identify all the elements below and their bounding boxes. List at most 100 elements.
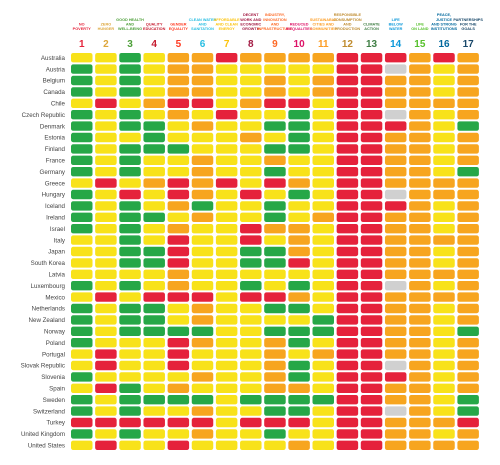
heatmap-cell [384,110,407,120]
heatmap-cell [240,98,262,108]
heatmap-cell [143,417,165,428]
heatmap-cell [288,201,310,211]
heatmap-cell [264,395,286,405]
heatmap-cell [360,269,383,279]
heatmap-cell [167,64,190,74]
heatmap-cell [312,417,334,428]
heatmap-cell [336,246,359,257]
heatmap-cell [433,395,455,405]
heatmap-cell [240,167,262,177]
heatmap-cell [409,121,431,131]
heatmap-cell [119,167,141,177]
heatmap-cell [336,315,359,325]
heatmap-cell [312,212,334,222]
heatmap-cell [312,315,334,325]
country-label: Spain [49,386,65,393]
heatmap-cell [71,144,93,154]
heatmap-cell [143,292,165,302]
country-label: Netherlands [32,306,65,313]
heatmap-cell [288,167,310,177]
heatmap-cell [409,167,431,177]
heatmap-cell [384,269,407,279]
goal-9-label-line: INNOVATION [263,18,287,22]
goal-7-label-line: ENERGY [219,27,236,31]
heatmap-cell [336,383,359,393]
heatmap-cell [457,53,479,63]
heatmap-cell [215,235,238,245]
heatmap-cell [215,224,238,234]
heatmap-cell [336,372,359,382]
heatmap-cell [409,429,431,439]
heatmap-cell [312,87,334,97]
heatmap-cell [409,110,431,120]
heatmap-cell [409,292,431,302]
heatmap-cell [288,246,310,257]
heatmap-cell [119,189,141,200]
heatmap-cell [360,281,383,291]
heatmap-cell [119,315,141,325]
heatmap-cell [360,326,383,336]
heatmap-cell [167,429,190,439]
heatmap-cell [336,338,359,348]
heatmap-cell [240,292,262,302]
heatmap-cell [360,53,383,63]
heatmap-cell [240,395,262,405]
heatmap-cell [336,75,359,86]
heatmap-cell [457,132,479,143]
heatmap-cell [95,178,117,188]
heatmap-cell [95,98,117,108]
heatmap-cell [143,132,165,143]
heatmap-cell [143,395,165,405]
heatmap-cell [143,360,165,371]
heatmap-cell [264,258,286,268]
heatmap-cell [336,201,359,211]
heatmap-cell [71,360,93,371]
heatmap-cell [433,212,455,222]
heatmap-cell [312,98,334,108]
heatmap-cell [95,189,117,200]
heatmap-cell [215,395,238,405]
heatmap-cell [288,417,310,428]
goal-2-number: 2 [103,39,109,50]
heatmap-cell [95,201,117,211]
goal-10-label-line: REDUCED [290,22,309,26]
heatmap-cell [71,326,93,336]
heatmap-cell [215,258,238,268]
heatmap-cell [288,132,310,143]
heatmap-cell [433,235,455,245]
goal-14-label-line: WATER [389,27,403,31]
heatmap-cell [264,383,286,393]
heatmap-cell [384,440,407,450]
heatmap-cell [143,440,165,450]
heatmap-cell [71,349,93,359]
heatmap-cell [264,360,286,371]
heatmap-cell [71,281,93,291]
heatmap-cell [336,292,359,302]
goal-8-label-line: DECENT [243,13,259,17]
heatmap-cell [336,258,359,268]
heatmap-cell [360,349,383,359]
heatmap-cell [71,303,93,314]
heatmap-cell [191,383,214,393]
heatmap-cell [95,110,117,120]
heatmap-cell [167,144,190,154]
heatmap-cell [71,292,93,302]
heatmap-cell [240,429,262,439]
heatmap-cell [360,303,383,314]
goal-12-label-line: CONSUMPTION [333,18,362,22]
heatmap-cell [360,167,383,177]
heatmap-cell [457,292,479,302]
heatmap-cell [167,201,190,211]
heatmap-cell [457,429,479,439]
heatmap-cell [336,121,359,131]
heatmap-cell [143,281,165,291]
heatmap-cell [95,326,117,336]
heatmap-cell [167,246,190,257]
country-label: Ireland [46,215,65,222]
heatmap-cell [143,87,165,97]
heatmap-cell [143,201,165,211]
heatmap-cell [167,110,190,120]
heatmap-cell [71,75,93,86]
heatmap-cell [95,406,117,416]
heatmap-cell [119,155,141,165]
